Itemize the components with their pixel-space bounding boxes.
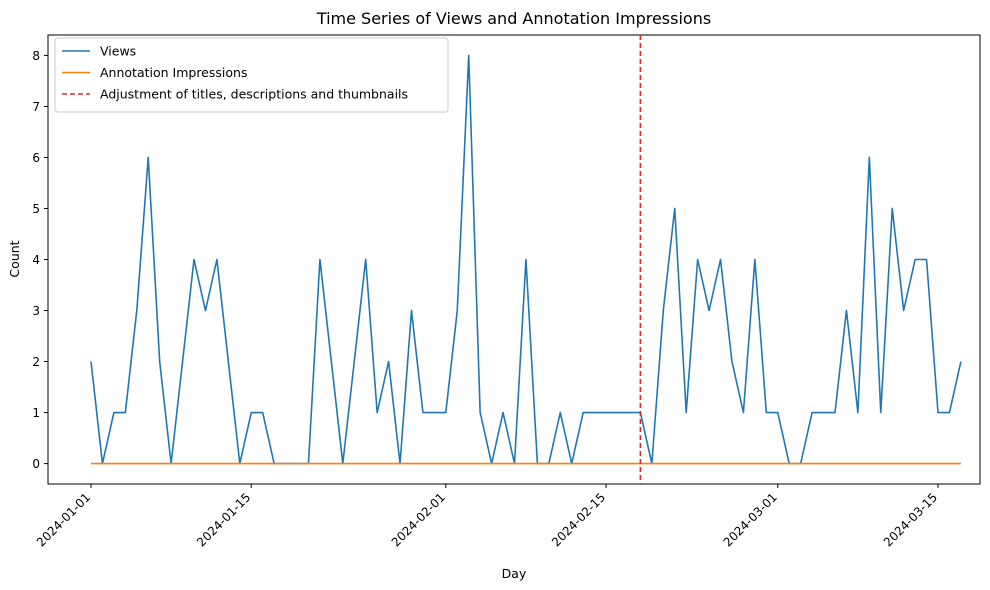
y-tick-label: 5 xyxy=(32,202,40,216)
legend: Views Annotation Impressions Adjustment … xyxy=(54,37,449,113)
legend-box xyxy=(54,37,449,113)
legend-label-annotation-impressions: Annotation Impressions xyxy=(100,65,247,80)
x-tick-label: 2024-01-01 xyxy=(34,490,93,549)
y-tick-label: 3 xyxy=(32,304,40,318)
y-tick-label: 6 xyxy=(32,151,40,165)
x-tick-label: 2024-01-15 xyxy=(194,490,253,549)
y-tick-label: 2 xyxy=(32,355,40,369)
series-layer xyxy=(90,35,962,484)
y-tick-label: 0 xyxy=(32,457,40,471)
x-tick-label: 2024-03-15 xyxy=(881,490,940,549)
chart-title: Time Series of Views and Annotation Impr… xyxy=(316,9,711,28)
y-axis-ticks: 0 1 2 3 4 5 6 7 8 xyxy=(32,49,48,471)
x-tick-label: 2024-03-01 xyxy=(721,490,780,549)
legend-label-adjustment: Adjustment of titles, descriptions and t… xyxy=(100,87,408,102)
y-tick-label: 7 xyxy=(32,100,40,114)
y-tick-label: 8 xyxy=(32,49,40,63)
y-axis-label: Count xyxy=(7,240,22,277)
x-tick-label: 2024-02-01 xyxy=(389,490,448,549)
x-axis-ticks: 2024-01-01 2024-01-15 2024-02-01 2024-02-15… xyxy=(34,484,940,549)
x-axis-label: Day xyxy=(502,566,527,581)
views-line xyxy=(90,54,962,465)
x-tick-label: 2024-02-15 xyxy=(549,490,608,549)
y-tick-label: 4 xyxy=(32,253,40,267)
legend-label-views: Views xyxy=(100,44,136,59)
y-tick-label: 1 xyxy=(32,406,40,420)
